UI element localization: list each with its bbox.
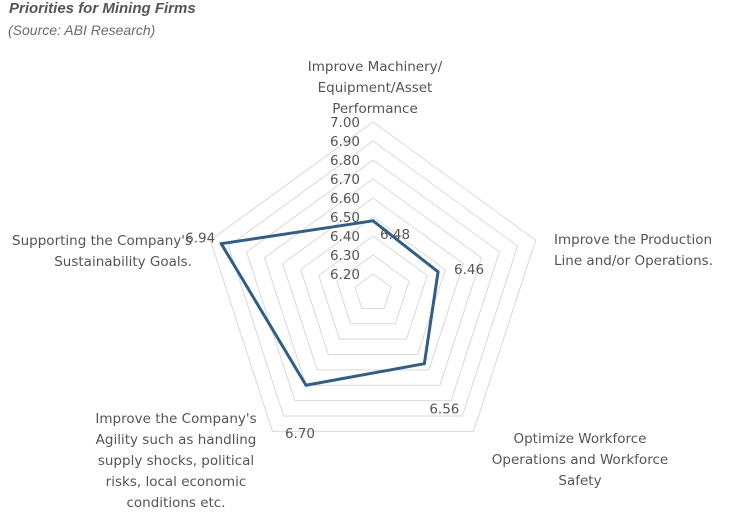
radial-tick-label: 6.80	[330, 153, 360, 169]
grid-ring-4	[282, 197, 464, 371]
data-label: 6.56	[429, 402, 459, 418]
grid-ring-8	[209, 121, 537, 432]
grid-ring-6	[245, 159, 501, 402]
chart-title: Priorities for Mining Firms	[9, 0, 196, 17]
data-point	[371, 219, 375, 223]
data-point	[436, 270, 440, 274]
series-line	[219, 219, 440, 387]
grid-ring-7	[227, 140, 519, 417]
radial-tick-label: 6.50	[330, 210, 360, 226]
data-point	[219, 242, 223, 246]
data-label: 6.70	[285, 426, 315, 442]
grid-ring-0	[354, 273, 392, 309]
category-label: Optimize Workforce Operations and Workfor…	[492, 431, 668, 489]
data-point	[304, 383, 308, 387]
radial-tick-label: 6.70	[330, 172, 360, 188]
radial-tick-label: 7.00	[330, 115, 360, 131]
radial-tick-label: 6.90	[330, 134, 360, 150]
category-label: Improve Machinery/Equipment/Asset Perform…	[308, 59, 443, 117]
category-label: Supporting the Company's Sustainability G…	[12, 233, 192, 270]
grid-ring-5	[263, 178, 483, 386]
radial-tick-label: 6.20	[330, 267, 360, 283]
grid-ring-1	[336, 254, 410, 325]
chart-subtitle: (Source: ABI Research)	[8, 22, 156, 38]
radial-tick-label: 6.30	[330, 248, 360, 264]
category-label: Improve the Company's Agility such as han…	[95, 411, 256, 511]
radial-tick-label: 6.60	[330, 191, 360, 207]
data-point	[422, 362, 426, 366]
data-label: 6.94	[185, 231, 215, 247]
radial-tick-label: 6.40	[330, 229, 360, 245]
grid-ring-2	[318, 235, 428, 340]
grid-ring-3	[300, 216, 446, 355]
data-label: 6.46	[454, 262, 484, 278]
category-label: Improve the Production Line and/or Operat…	[554, 232, 713, 269]
data-label: 6.48	[380, 227, 410, 243]
